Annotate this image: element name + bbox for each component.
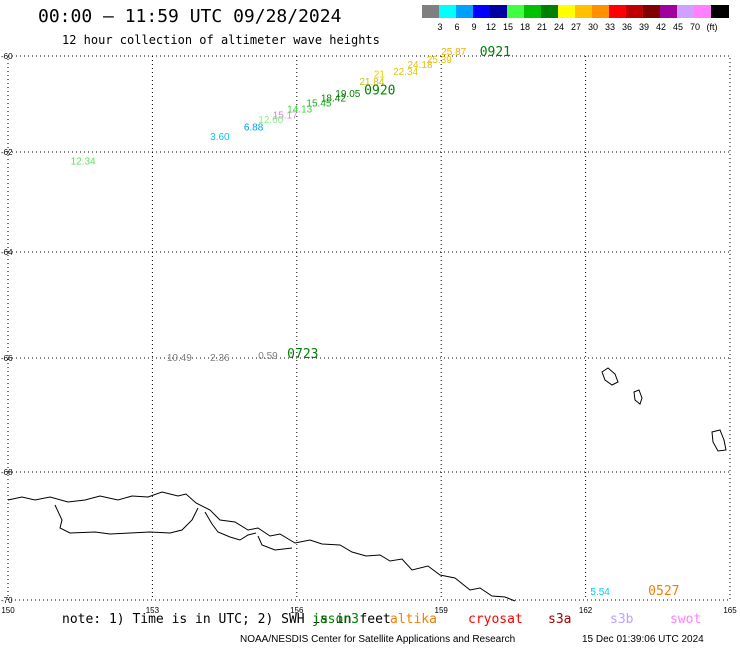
lat-tick-label: -62 — [1, 148, 13, 157]
wave-height-value: 5.54 — [590, 587, 610, 598]
lon-tick-label: 150 — [1, 606, 15, 615]
legend-label: (ft) — [706, 22, 718, 32]
legend-label: 70 — [689, 22, 700, 32]
wave-height-value: 14.13 — [287, 105, 312, 116]
legend-swatch — [575, 5, 593, 18]
coastline-inlet — [54, 504, 293, 551]
satellite-jason3: jason3 — [312, 612, 359, 627]
legend-label: 42 — [655, 22, 666, 32]
legend-label: 30 — [587, 22, 598, 32]
legend-label: 39 — [638, 22, 649, 32]
satellite-s3a: s3a — [548, 612, 572, 627]
wave-height-value: 15.17 — [273, 110, 298, 121]
lat-tick-label: -66 — [1, 354, 13, 363]
legend-swatch — [694, 5, 712, 18]
legend-swatch — [422, 5, 440, 18]
legend-label: 3 — [437, 22, 443, 32]
legend-label: 15 — [502, 22, 513, 32]
legend-swatch — [507, 5, 525, 18]
lat-tick-label: -68 — [1, 468, 13, 477]
wave-height-value: 0.59 — [258, 351, 278, 362]
legend-label: 45 — [672, 22, 683, 32]
wave-height-value: 24.18 — [408, 60, 433, 71]
legend-swatch — [524, 5, 542, 18]
legend-label: 18 — [519, 22, 530, 32]
lat-tick-label: -70 — [1, 596, 13, 605]
wave-height-value: 19.05 — [335, 89, 360, 100]
graticule: 150 153 156 159 162 165 -60 -62 -64 -66 -68 -70 — [1, 52, 737, 615]
satellite-altika: altika — [390, 612, 437, 627]
lon-tick-label: 162 — [579, 606, 593, 615]
island-3 — [711, 429, 727, 452]
wave-height-value: 12.60 — [258, 115, 283, 126]
legend-label: 21 — [536, 22, 547, 32]
island-2 — [633, 389, 643, 405]
legend-swatch — [677, 5, 695, 18]
lat-tick-label: -60 — [1, 52, 13, 61]
legend-swatch — [626, 5, 644, 18]
legend-swatch — [660, 5, 678, 18]
antarctic-coastline — [7, 491, 516, 602]
page-title: 00:00 – 11:59 UTC 09/28/2024 — [38, 6, 342, 27]
legend-swatch — [711, 5, 729, 18]
legend-swatch — [490, 5, 508, 18]
pass-time-label: 0920 — [364, 83, 395, 98]
legend-swatch — [592, 5, 610, 18]
page-subtitle: 12 hour collection of altimeter wave hei… — [62, 33, 380, 47]
lon-tick-label: 153 — [146, 606, 160, 615]
wave-height-value: 21 — [374, 70, 386, 81]
lon-tick-label: 159 — [435, 606, 449, 615]
satellite-cryosat: cryosat — [468, 612, 523, 627]
pass-time-label: 0723 — [287, 347, 318, 362]
lon-tick-label: 165 — [723, 606, 737, 615]
wave-height-value: 10.49 — [167, 353, 192, 364]
wave-height-value: 3.60 — [210, 132, 230, 143]
wave-height-value: 25.39 — [427, 55, 452, 66]
satellite-s3b: s3b — [610, 612, 634, 627]
legend-swatch — [456, 5, 474, 18]
legend-swatch — [558, 5, 576, 18]
legend-swatch — [439, 5, 457, 18]
wave-height-value: 21.84 — [359, 77, 384, 88]
wave-height-value: 25.87 — [441, 47, 466, 58]
coastline — [7, 367, 727, 602]
wave-height-value: 18.42 — [321, 94, 346, 105]
wave-height-value: 15.45 — [306, 98, 331, 109]
legend-label: 9 — [471, 22, 477, 32]
lon-tick-label: 156 — [290, 606, 304, 615]
wave-height-value: 6.88 — [244, 122, 264, 133]
legend-swatch — [609, 5, 627, 18]
map-frame — [7, 55, 731, 601]
generated-time: 15 Dec 01:39:06 UTC 2024 — [582, 634, 704, 645]
wave-height-value: 12.34 — [71, 157, 96, 168]
pass-time-label: 0921 — [480, 45, 511, 60]
wave-height-value: 2.36 — [210, 353, 230, 364]
legend-label: 36 — [621, 22, 632, 32]
legend-swatch — [643, 5, 661, 18]
legend-label: 27 — [570, 22, 581, 32]
legend-label: 12 — [485, 22, 496, 32]
legend-label: 24 — [553, 22, 564, 32]
island-1 — [601, 367, 619, 386]
legend-swatch — [541, 5, 559, 18]
legend-label: 6 — [454, 22, 460, 32]
satellite-swot: swot — [670, 612, 702, 627]
legend-swatch — [473, 5, 491, 18]
credit-line: NOAA/NESDIS Center for Satellite Applica… — [240, 634, 516, 645]
pass-time-label: 0527 — [648, 584, 679, 599]
observations: 12.34 3.60 6.8812.6015.1714.1315.4518.4219… — [71, 45, 680, 599]
lat-tick-label: -64 — [1, 248, 13, 257]
legend-label: 33 — [604, 22, 615, 32]
wave-height-value: 22.34 — [393, 67, 418, 78]
footnote: note: 1) Time is in UTC; 2) SWH is in fe… — [62, 612, 391, 627]
